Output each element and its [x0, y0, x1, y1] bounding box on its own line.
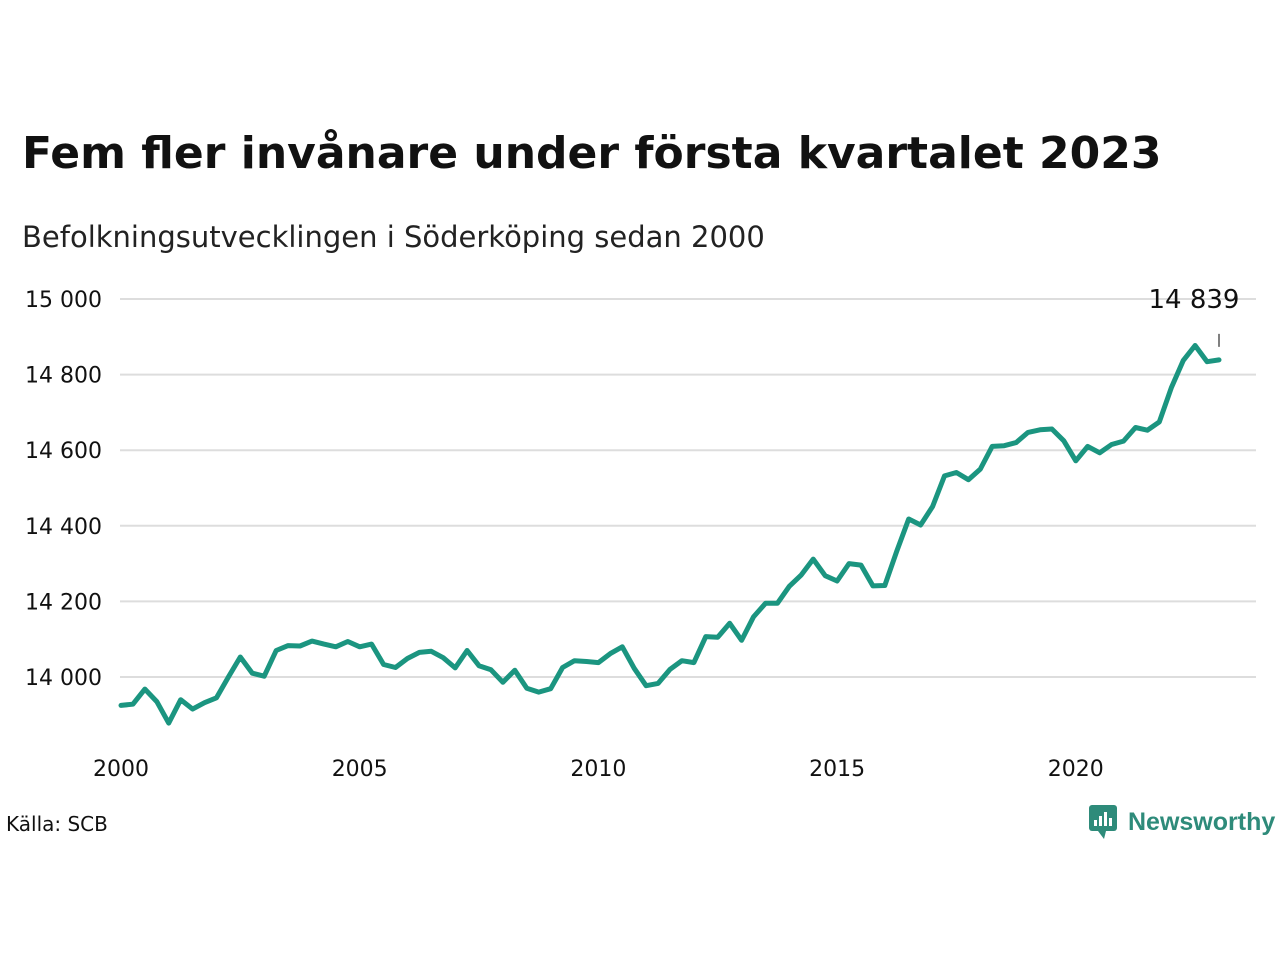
x-tick-label-2020: 2020	[1048, 757, 1104, 782]
y-tick-label-15000: 15 000	[25, 288, 102, 313]
brand-name: Newsworthy	[1128, 807, 1276, 836]
x-tick-label-2000: 2000	[93, 757, 149, 782]
y-tick-label-14000: 14 000	[25, 666, 102, 691]
y-axis-tick-labels: 14 000 14 200 14 400 14 600 14 800 15 000	[25, 288, 102, 691]
grid-lines	[120, 298, 1256, 678]
x-tick-label-2005: 2005	[332, 757, 388, 782]
y-tick-label-14800: 14 800	[25, 364, 102, 389]
last-value-annotation-label: 14 839	[1149, 285, 1240, 315]
chart-title: Fem fler invånare under första kvartalet…	[22, 128, 1162, 179]
chart-subtitle: Befolkningsutvecklingen i Söderköping se…	[22, 220, 765, 254]
x-axis-tick-labels: 2000 2005 2010 2015 2020	[93, 757, 1104, 782]
brand-logo: Newsworthy	[1088, 804, 1275, 840]
population-series-line	[118, 343, 1222, 726]
y-tick-label-14600: 14 600	[25, 439, 102, 464]
source-credit: Källa: SCB	[6, 812, 108, 836]
newsworthy-logo-icon	[1089, 805, 1117, 839]
y-tick-label-14200: 14 200	[25, 590, 102, 615]
y-tick-label-14400: 14 400	[25, 515, 102, 540]
x-tick-label-2015: 2015	[809, 757, 865, 782]
x-tick-label-2010: 2010	[570, 757, 626, 782]
